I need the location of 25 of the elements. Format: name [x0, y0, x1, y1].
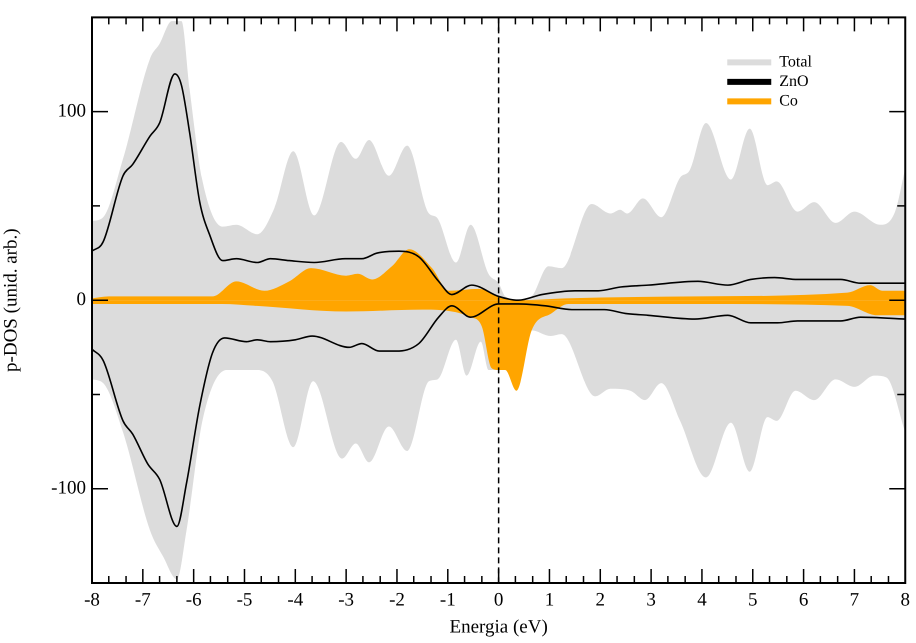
x-tick-label: 5: [748, 589, 758, 610]
y-tick-label: -100: [51, 478, 86, 499]
x-tick-label: 1: [544, 589, 554, 610]
legend-label: ZnO: [779, 73, 809, 90]
x-tick-label: -3: [338, 589, 354, 610]
x-tick-label: -6: [186, 589, 202, 610]
x-tick-label: 6: [798, 589, 808, 610]
x-tick-label: -5: [236, 589, 252, 610]
y-tick-label: 100: [58, 100, 86, 122]
y-axis-title: p-DOS (unid. arb.): [0, 228, 22, 372]
x-tick-label: 0: [494, 589, 504, 610]
x-tick-label: 8: [900, 589, 910, 610]
x-tick-label: -4: [287, 589, 304, 610]
legend-label: Total: [779, 54, 812, 71]
x-tick-label: 7: [850, 589, 860, 610]
x-tick-label: 4: [697, 589, 708, 610]
y-tick-label: 0: [76, 289, 86, 310]
x-tick-label: 2: [596, 589, 606, 610]
x-tick-label: -2: [389, 589, 405, 610]
x-tick-label: -8: [84, 589, 100, 610]
x-tick-label: -7: [134, 589, 151, 610]
x-axis-title: Energia (eV): [449, 616, 548, 638]
x-tick-label: -1: [440, 589, 456, 610]
x-tick-label: 3: [646, 589, 656, 610]
legend-label: Co: [779, 92, 798, 110]
